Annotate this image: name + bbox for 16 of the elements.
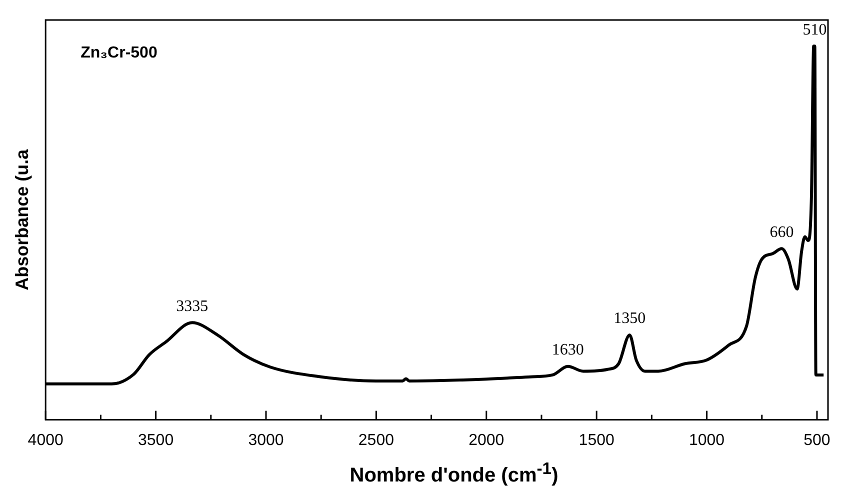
x-tick-label: 4000 xyxy=(28,432,64,449)
y-axis-title: Absorbance (u.a xyxy=(12,148,32,290)
annotation: 660 xyxy=(770,224,794,241)
chart-title: Zn₃Cr-500 xyxy=(80,44,158,62)
x-tick-label: 3000 xyxy=(248,432,284,449)
x-tick-label: 500 xyxy=(804,432,830,449)
x-tick-label: 2500 xyxy=(358,432,394,449)
annotation: 510 xyxy=(802,21,827,38)
x-axis-title: Nombre d'onde (cm$^{-1}$) xyxy=(348,459,560,488)
annotation: 3335 xyxy=(176,298,208,315)
x-tick-label: 1500 xyxy=(578,432,614,449)
annotation: 1630 xyxy=(552,342,584,359)
x-tick-label: 3500 xyxy=(138,432,174,449)
x-tick-label: 2000 xyxy=(468,432,504,449)
x-tick-label: 1000 xyxy=(688,432,725,449)
annotation: 1350 xyxy=(614,310,646,328)
